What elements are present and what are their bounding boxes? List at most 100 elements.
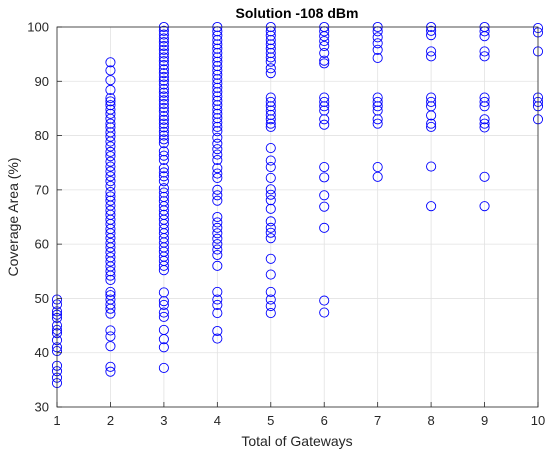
data-point: [265, 294, 276, 305]
data-point: [158, 150, 169, 161]
data-point: [319, 307, 330, 318]
data-point: [105, 161, 116, 172]
data-point: [265, 300, 276, 312]
data-point: [212, 163, 223, 174]
data-point: [158, 265, 169, 276]
data-point: [105, 366, 116, 377]
data-point: [158, 44, 169, 55]
data-point: [105, 181, 116, 192]
data-point: [212, 126, 223, 137]
data-point: [479, 31, 490, 42]
data-point: [105, 84, 116, 96]
data-point: [265, 96, 276, 107]
data-point: [426, 96, 437, 107]
data-point: [265, 101, 276, 112]
data-point: [158, 83, 169, 94]
data-point: [265, 184, 276, 195]
data-point: [212, 144, 223, 155]
data-point: [105, 361, 116, 372]
data-point: [158, 287, 169, 298]
data-point: [105, 151, 116, 162]
data-point: [372, 92, 383, 103]
data-point: [265, 48, 276, 59]
data-point: [158, 110, 169, 122]
data-point: [212, 82, 223, 93]
data-point: [212, 154, 223, 166]
data-point: [105, 308, 116, 319]
data-point: [212, 299, 223, 310]
x-tick-label: 2: [107, 413, 114, 428]
data-point: [265, 92, 276, 103]
data-point: [105, 186, 116, 198]
data-point: [158, 307, 169, 318]
data-point: [372, 114, 383, 125]
data-point: [212, 43, 223, 54]
y-tick-label: 40: [35, 345, 49, 360]
data-point: [212, 132, 223, 143]
data-point: [479, 122, 490, 133]
data-point: [212, 121, 223, 132]
data-point: [158, 171, 169, 182]
data-point: [212, 100, 223, 111]
data-point: [265, 43, 276, 54]
data-point: [158, 167, 169, 178]
data-point: [212, 91, 223, 102]
data-point: [105, 325, 116, 336]
data-point: [158, 75, 169, 86]
data-point: [105, 176, 116, 187]
data-point: [265, 162, 276, 173]
data-point: [105, 118, 116, 129]
data-point: [372, 101, 383, 112]
data-point: [105, 303, 116, 314]
data-point: [319, 201, 330, 212]
data-point: [265, 68, 276, 79]
x-tick-label: 4: [214, 413, 221, 428]
data-point: [212, 104, 223, 115]
data-point: [212, 113, 223, 124]
data-point: [372, 96, 383, 107]
data-point: [212, 325, 223, 337]
data-point: [158, 95, 169, 106]
data-point: [265, 203, 276, 214]
data-point: [319, 114, 330, 125]
data-point: [265, 52, 276, 63]
data-point: [479, 46, 490, 57]
x-tick-label: 5: [267, 413, 274, 428]
data-point: [265, 269, 276, 280]
data-point: [105, 141, 116, 152]
data-point: [158, 299, 169, 310]
data-point: [265, 286, 276, 297]
data-point: [212, 108, 223, 119]
data-point: [105, 108, 116, 119]
data-point: [212, 190, 223, 201]
data-point: [319, 222, 330, 233]
data-point: [265, 195, 276, 206]
data-point: [158, 68, 169, 79]
data-point: [158, 114, 169, 125]
data-point: [105, 156, 116, 167]
x-tick-label: 9: [481, 413, 488, 428]
data-point: [372, 32, 383, 43]
x-axis-ticks: 1 2 3 4 5 6 7 8 9 10: [53, 402, 545, 428]
data-point: [265, 143, 276, 154]
data-point: [158, 59, 169, 71]
data-point: [212, 217, 223, 228]
data-point: [105, 96, 116, 107]
data-point: [105, 75, 116, 86]
y-axis-label: Coverage Area (%): [5, 157, 21, 276]
data-point: [319, 96, 330, 107]
data-point: [158, 40, 169, 52]
data-point: [319, 295, 330, 306]
data-point: [212, 249, 223, 261]
data-point: [426, 51, 437, 62]
chart-title: Solution -108 dBm: [236, 5, 359, 21]
data-point: [265, 216, 276, 227]
data-point: [158, 201, 169, 212]
data-point: [212, 34, 223, 46]
data-point: [265, 63, 276, 74]
data-point: [212, 195, 223, 206]
data-point: [212, 65, 223, 76]
x-tick-label: 1: [53, 413, 60, 428]
data-point: [105, 274, 116, 286]
data-point: [265, 308, 276, 319]
